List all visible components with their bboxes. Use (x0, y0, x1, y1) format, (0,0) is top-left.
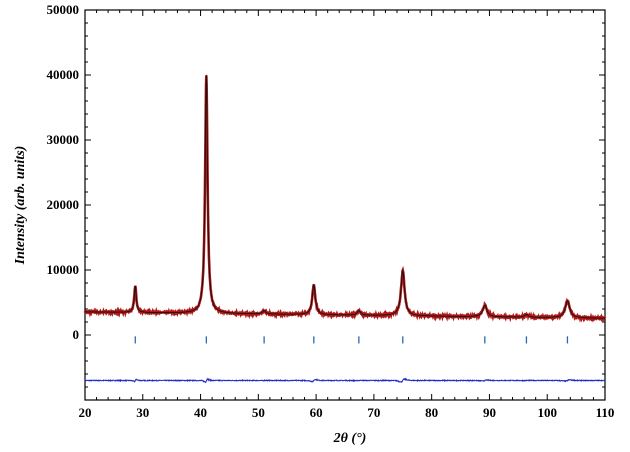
x-tick-label: 30 (136, 405, 149, 420)
x-tick-label: 90 (483, 405, 496, 420)
x-tick-label: 70 (367, 405, 380, 420)
calculated-curve (85, 74, 605, 319)
x-axis-label: 2θ (°) (333, 431, 367, 446)
y-tick-label: 30000 (47, 132, 80, 147)
x-tick-label: 80 (425, 405, 438, 420)
y-tick-label: 50000 (47, 2, 80, 17)
y-tick-labels: 0 10000 20000 30000 40000 50000 (47, 2, 80, 342)
y-tick-label: 10000 (47, 262, 80, 277)
observed-curve (83, 75, 607, 323)
x-tick-label: 100 (537, 405, 557, 420)
y-tick-label: 0 (73, 327, 80, 342)
x-tick-label: 40 (194, 405, 207, 420)
axis-ticks (84, 9, 606, 401)
x-tick-label: 50 (252, 405, 265, 420)
x-tick-labels: 20 30 40 50 60 70 80 90 100 110 (79, 405, 615, 420)
x-tick-label: 60 (310, 405, 323, 420)
difference-curve (84, 377, 606, 384)
bragg-reflection-ticks (134, 336, 569, 344)
y-tick-label: 40000 (47, 67, 80, 82)
y-tick-label: 20000 (47, 197, 80, 212)
x-tick-label: 20 (79, 405, 92, 420)
x-tick-label: 110 (596, 405, 615, 420)
y-axis-label: Intensity (arb. units) (13, 146, 28, 266)
